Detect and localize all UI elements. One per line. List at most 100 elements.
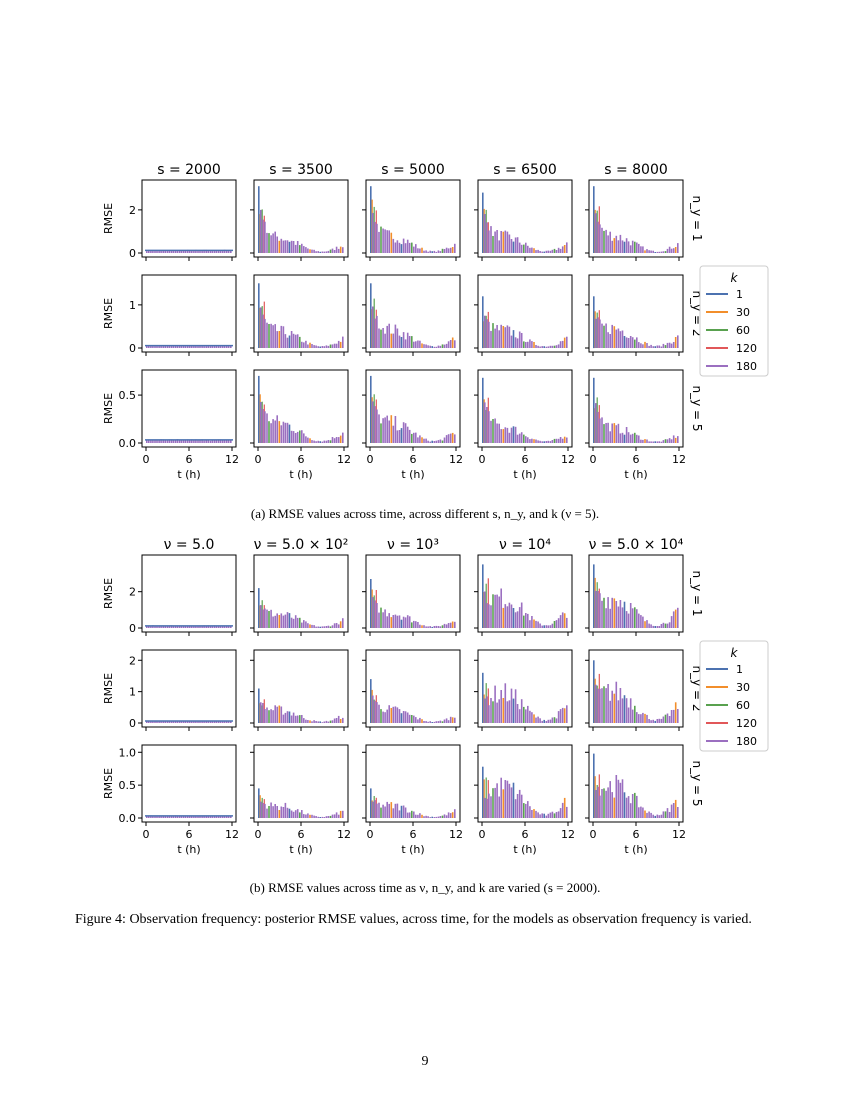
x-axis-label: t (h) [177, 468, 200, 481]
bar [388, 420, 390, 443]
bar [429, 345, 431, 348]
bar [447, 812, 450, 818]
bar [223, 626, 226, 628]
y-axis-label: RMSE [102, 768, 115, 799]
bar [178, 815, 181, 818]
bar [445, 624, 448, 628]
bar [323, 817, 326, 818]
bar [421, 719, 423, 723]
subplot: 0 6 12 t (h) [250, 369, 351, 481]
bar [156, 625, 158, 628]
bar [309, 342, 311, 348]
bar [419, 248, 421, 253]
bar [672, 611, 675, 628]
bar [221, 345, 224, 348]
bar [199, 250, 201, 253]
bar [563, 245, 566, 253]
bar [634, 705, 636, 723]
bar [292, 811, 295, 818]
bar [382, 804, 384, 818]
bar [217, 721, 220, 723]
bar [227, 816, 230, 818]
bar [433, 250, 436, 253]
bar [184, 440, 187, 443]
bar [539, 440, 541, 443]
bar [209, 625, 212, 628]
column-title: s = 8000 [604, 162, 668, 178]
bar [323, 440, 326, 443]
bar [382, 711, 384, 723]
bar [199, 815, 201, 818]
bar [272, 806, 274, 818]
bar [443, 437, 446, 443]
bar [539, 251, 541, 253]
bar [327, 721, 330, 723]
bar [677, 607, 679, 628]
y-tick-label: 0.0 [119, 437, 137, 450]
bar [593, 660, 595, 723]
bar [376, 803, 378, 818]
bar [311, 721, 313, 723]
bar [292, 712, 295, 723]
bar [605, 229, 607, 253]
bar [272, 233, 274, 253]
bar [321, 816, 324, 818]
bar [638, 807, 640, 818]
bar [498, 699, 500, 723]
bar [415, 814, 417, 818]
bar [404, 807, 407, 818]
y-axis-label: RMSE [102, 203, 115, 234]
bar [627, 241, 630, 253]
bar [215, 720, 218, 723]
bar [443, 623, 446, 628]
bar [557, 247, 560, 253]
subplot [585, 649, 684, 731]
bar [372, 212, 374, 253]
bar [454, 717, 456, 723]
y-tick-label: 0.5 [119, 389, 137, 402]
bar [609, 608, 611, 628]
bar [189, 250, 191, 253]
bar [617, 606, 620, 628]
bar [313, 625, 315, 628]
bar [666, 713, 669, 723]
bar [219, 439, 222, 443]
bar [178, 250, 181, 253]
bar [603, 597, 605, 628]
bar [496, 594, 498, 628]
bar [404, 711, 407, 723]
bar [152, 720, 154, 723]
bar [506, 325, 509, 348]
bar [496, 325, 498, 348]
bar [415, 432, 417, 443]
bar [270, 423, 272, 443]
figure-a: s = 2000 s = 3500 s = 5000 s = 6500 s = 8000… [102, 162, 769, 481]
bar [172, 815, 175, 818]
bar [219, 250, 222, 253]
bar [629, 698, 632, 723]
bar [158, 816, 160, 818]
bar [631, 240, 634, 253]
bar [652, 250, 654, 253]
bar [621, 698, 624, 723]
bar [555, 718, 558, 723]
bar [193, 625, 195, 628]
bar [288, 424, 291, 443]
bar [280, 706, 283, 723]
bar [555, 345, 558, 348]
bar [266, 808, 268, 818]
bar [323, 346, 326, 348]
bar [217, 345, 220, 348]
bar [439, 720, 442, 723]
bar [496, 423, 498, 443]
bar [413, 715, 415, 723]
bar [158, 250, 160, 253]
bar [400, 244, 403, 253]
subplot: 0 6 12 t (h) [250, 744, 351, 856]
bar [609, 781, 611, 818]
bar [551, 811, 554, 818]
bar [537, 345, 539, 348]
bar [485, 777, 487, 818]
bar [545, 250, 548, 253]
bar [658, 441, 661, 443]
